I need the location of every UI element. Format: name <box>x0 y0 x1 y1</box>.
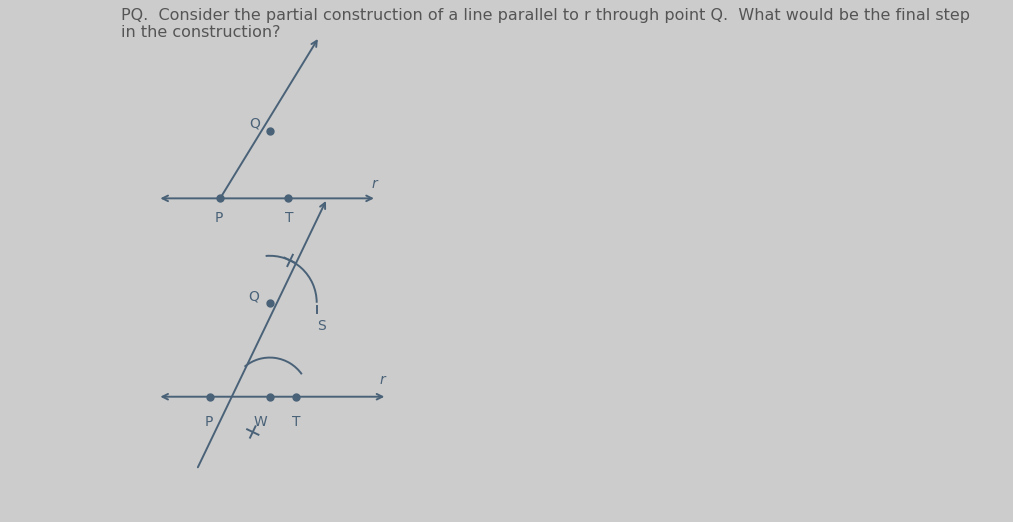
Point <box>212 194 228 203</box>
Text: P: P <box>215 211 223 226</box>
Text: PQ.  Consider the partial construction of a line parallel to r through point Q. : PQ. Consider the partial construction of… <box>121 8 970 40</box>
Text: T: T <box>292 415 301 429</box>
Point <box>288 393 304 401</box>
Point <box>261 393 278 401</box>
Text: T: T <box>286 211 294 226</box>
Point <box>280 194 296 203</box>
Text: P: P <box>205 415 213 429</box>
Text: r: r <box>372 176 377 191</box>
Text: W: W <box>253 415 267 429</box>
Text: Q: Q <box>249 117 260 130</box>
Point <box>261 299 278 307</box>
Point <box>202 393 218 401</box>
Text: r: r <box>379 373 385 387</box>
Text: S: S <box>317 319 325 334</box>
Point <box>261 126 278 135</box>
Text: Q: Q <box>248 290 258 303</box>
